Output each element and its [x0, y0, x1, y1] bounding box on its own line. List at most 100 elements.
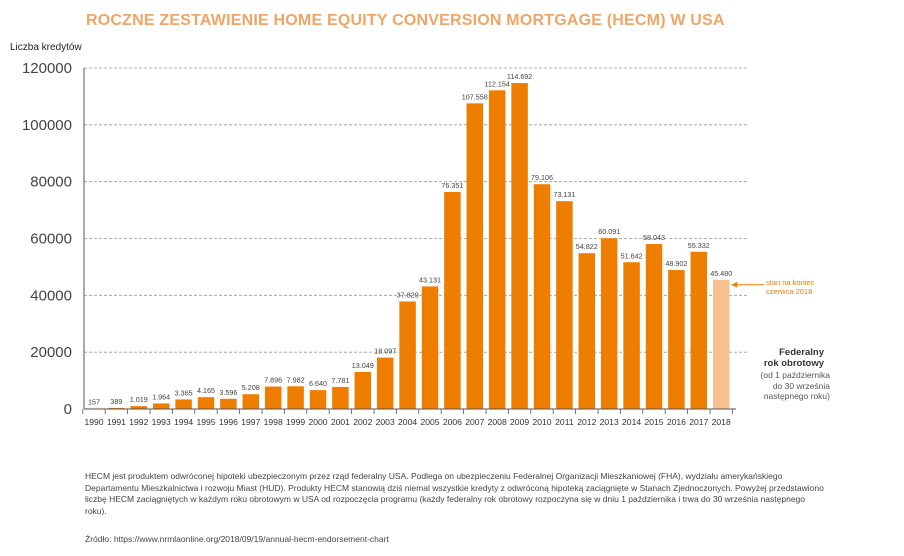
fiscal-year-title-line-1: Federalny	[779, 347, 824, 358]
bar	[511, 83, 528, 410]
bar	[645, 244, 663, 409]
x-tick-label: 1997	[241, 417, 260, 427]
annotation-line-1: stan na koniec	[766, 278, 815, 287]
bar	[108, 407, 125, 409]
data-label: 73.131	[553, 190, 575, 199]
y-tick-label: 80000	[30, 174, 72, 191]
bar	[309, 390, 327, 409]
data-label: 389	[110, 397, 122, 406]
y-tick-label: 40000	[30, 287, 72, 304]
bar	[578, 253, 596, 409]
bar	[466, 103, 484, 409]
x-tick-label: 1994	[174, 417, 193, 427]
bar	[600, 238, 618, 409]
source-text: Źródło: https://www.nrmlaonline.org/2018…	[85, 534, 389, 544]
x-tick-label: 2004	[398, 417, 417, 427]
y-tick-label: 60000	[30, 231, 72, 248]
data-label: 54.822	[576, 242, 598, 251]
bar	[220, 398, 237, 409]
data-label: 107.558	[462, 92, 488, 101]
bar	[264, 386, 282, 409]
data-label: 3.596	[219, 388, 237, 397]
data-label: 51.642	[621, 251, 643, 260]
bar	[690, 251, 708, 409]
data-label: 1.964	[152, 392, 170, 401]
y-axis-label: Liczba kredytów	[10, 42, 82, 53]
x-tick-label: 1999	[286, 417, 305, 427]
x-tick-label: 2008	[488, 417, 507, 427]
bar	[354, 371, 372, 409]
x-tick-label: 2012	[577, 417, 596, 427]
bar	[556, 201, 573, 409]
x-tick-label: 2001	[331, 417, 350, 427]
x-tick-label: 2005	[420, 417, 439, 427]
fiscal-year-desc-line-1: (od 1 października	[760, 370, 830, 380]
x-tick-label: 2016	[667, 417, 686, 427]
bar	[287, 386, 304, 409]
x-tick-label: 1991	[107, 417, 126, 427]
bar	[444, 192, 461, 409]
x-tick-label: 2017	[689, 417, 708, 427]
x-tick-label: 2009	[510, 417, 529, 427]
data-label: 48.902	[665, 259, 687, 268]
data-label: 18.097	[374, 347, 396, 356]
y-tick-label: 100000	[22, 117, 72, 134]
bar	[488, 90, 506, 409]
data-label: 5.208	[242, 383, 260, 392]
bar	[376, 357, 394, 409]
partial-year-annotation: stan na koniec czerwca 2018	[766, 278, 826, 296]
data-label: 76.351	[441, 181, 463, 190]
data-label: 13.049	[352, 361, 374, 370]
data-label: 43.131	[419, 275, 441, 284]
bar	[533, 184, 551, 409]
x-tick-label: 2013	[600, 417, 619, 427]
data-label: 58.043	[643, 233, 665, 242]
fiscal-year-title-line-2: rok obrotowy	[763, 358, 824, 369]
data-label: 114.692	[507, 72, 532, 81]
bar	[668, 270, 685, 409]
data-label: 7.896	[264, 376, 282, 385]
x-tick-label: 1993	[152, 417, 171, 427]
bar	[152, 403, 170, 409]
x-tick-label: 2014	[622, 417, 641, 427]
x-tick-label: 1998	[264, 417, 283, 427]
y-tick-label: 120000	[22, 60, 72, 77]
fiscal-year-desc-line-3: następnego roku)	[763, 391, 830, 401]
bar	[421, 286, 439, 409]
x-tick-label: 1990	[84, 417, 103, 427]
annotation-line-2: czerwca 2018	[766, 287, 813, 296]
bar	[197, 397, 215, 409]
data-label: 1.019	[130, 395, 148, 404]
x-tick-label: 1992	[129, 417, 148, 427]
data-label: 55.332	[688, 241, 710, 250]
x-tick-label: 2006	[443, 417, 462, 427]
fiscal-year-desc-line-2: do 30 września	[772, 380, 830, 391]
data-label: 112.154	[484, 79, 509, 88]
data-label: 7.781	[331, 376, 349, 385]
x-tick-label: 2015	[644, 417, 663, 427]
x-tick-label: 2003	[376, 417, 395, 427]
data-label: 3.365	[175, 388, 193, 397]
data-label: 7.982	[287, 375, 305, 384]
x-tick-label: 1996	[219, 417, 238, 427]
y-tick-label: 20000	[30, 344, 72, 361]
bar	[242, 394, 260, 409]
x-tick-label: 1995	[196, 417, 215, 427]
chart-title: ROCZNE ZESTAWIENIE HOME EQUITY CONVERSIO…	[86, 12, 725, 29]
data-label: 37.829	[397, 291, 419, 300]
x-tick-label: 2011	[555, 417, 574, 427]
bar	[332, 386, 349, 409]
bar	[130, 406, 148, 409]
data-label: 4.165	[197, 386, 215, 395]
bar	[399, 301, 416, 409]
x-tick-label: 2010	[532, 417, 551, 427]
data-label: 60.091	[598, 227, 620, 236]
x-tick-label: 2002	[353, 417, 372, 427]
data-label: 45.480	[710, 269, 732, 278]
fiscal-year-title: Federalny rok obrotowy	[740, 347, 824, 369]
x-tick-label: 2018	[712, 417, 731, 427]
data-label: 157	[88, 397, 100, 406]
bar	[712, 279, 730, 409]
bar	[623, 262, 640, 409]
